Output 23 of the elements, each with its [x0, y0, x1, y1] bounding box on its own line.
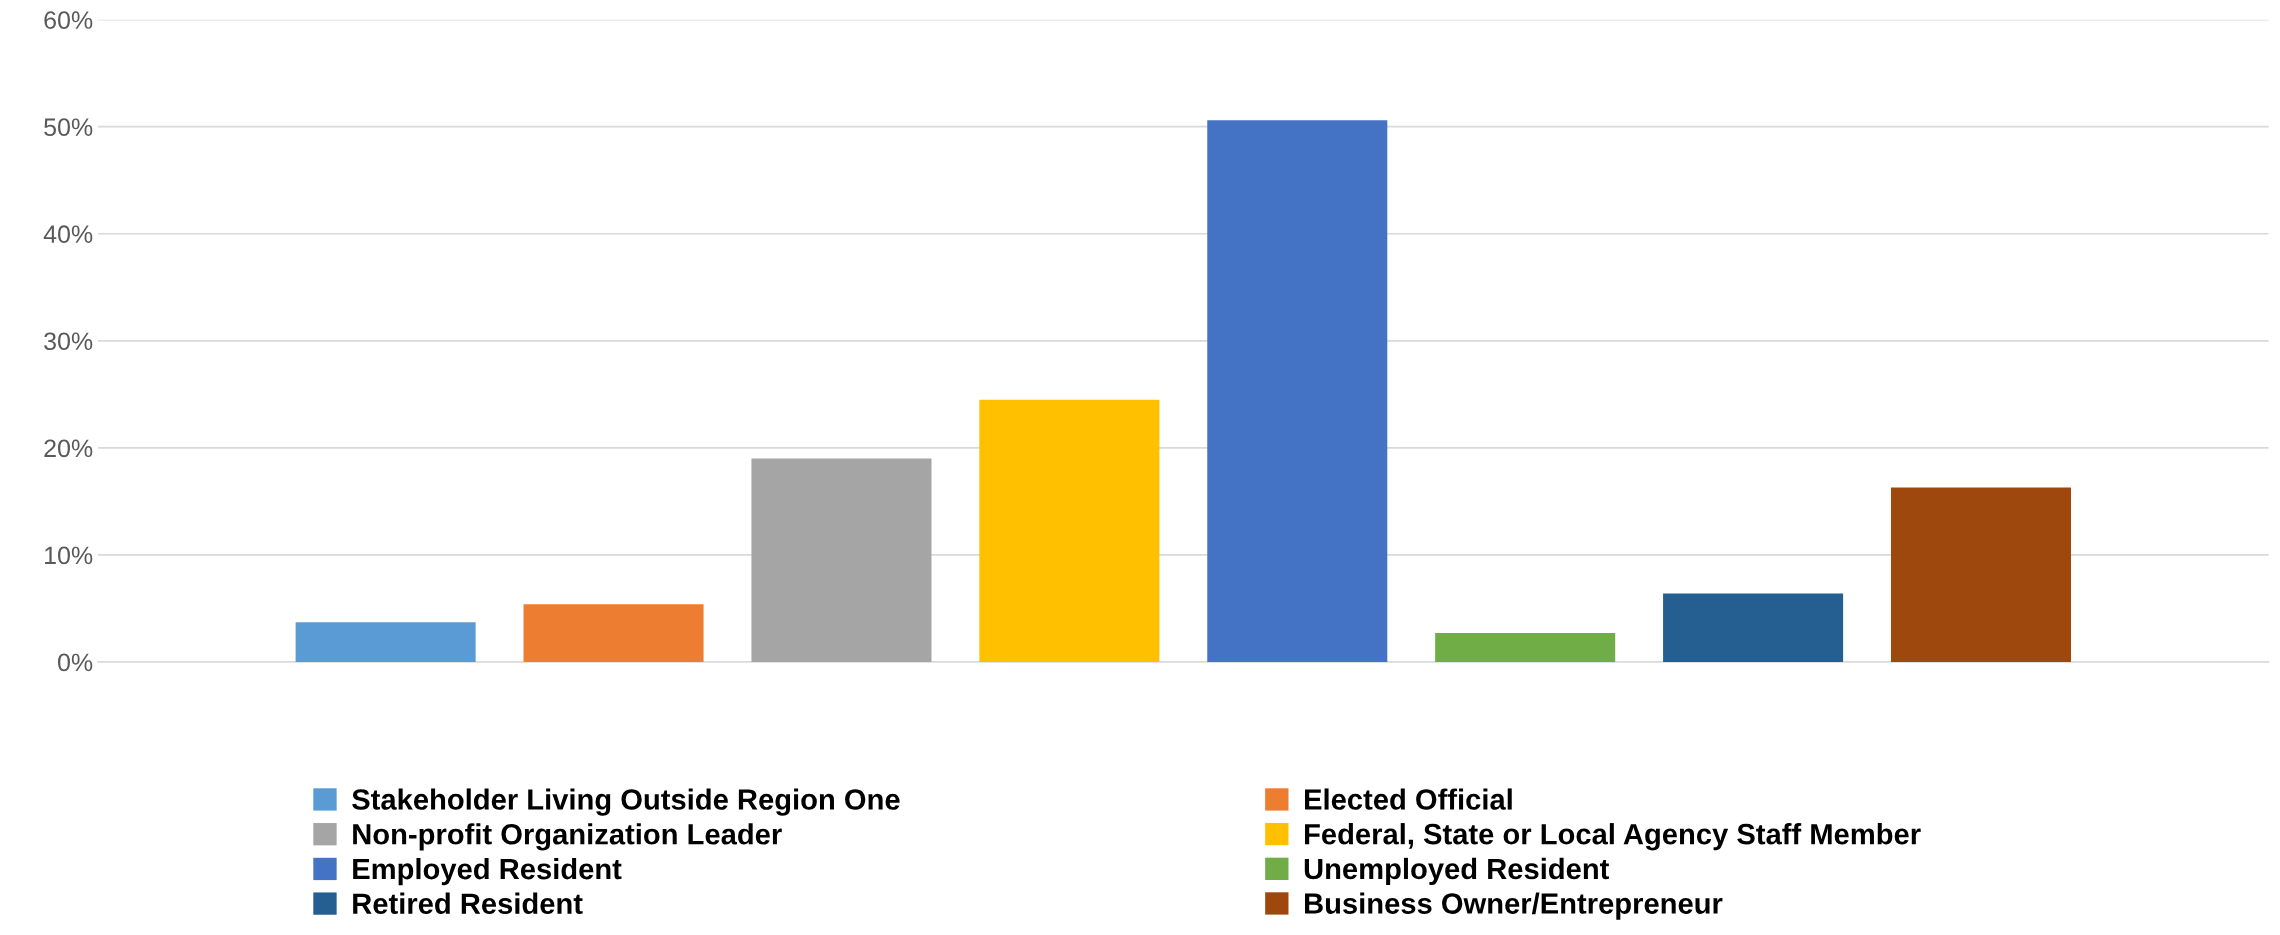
legend-label: Retired Resident — [353, 892, 583, 915]
bar — [751, 458, 932, 662]
legend-label: Unemployed Resident — [1304, 857, 1610, 886]
bar — [1207, 120, 1388, 662]
legend-label: Elected Official — [1305, 788, 1512, 810]
y-tick-label: 30% — [44, 332, 93, 351]
y-tick-label: 0% — [58, 653, 93, 672]
legend-label: Non-profit Organization Leader — [353, 823, 782, 851]
y-tick-label: 20% — [44, 439, 93, 458]
bar — [523, 604, 704, 662]
y-tick-label: 50% — [44, 118, 93, 136]
y-tick-label: 40% — [43, 225, 93, 244]
legend-label: Stakeholder Living Outside Region One — [352, 788, 900, 816]
y-tick-label: 10% — [45, 546, 93, 565]
legend-label: Employed Resident — [353, 857, 622, 886]
bar — [1663, 593, 1844, 662]
y-tick-label: 60% — [44, 11, 93, 29]
bar — [1890, 487, 2072, 662]
legend-label: Federal, State or Local Agency Staff Member — [1305, 823, 1921, 851]
bar — [295, 622, 476, 662]
legend-label: Business Owner/Entrepreneur — [1305, 892, 1723, 920]
bar — [1435, 633, 1616, 662]
bar — [979, 399, 1160, 662]
